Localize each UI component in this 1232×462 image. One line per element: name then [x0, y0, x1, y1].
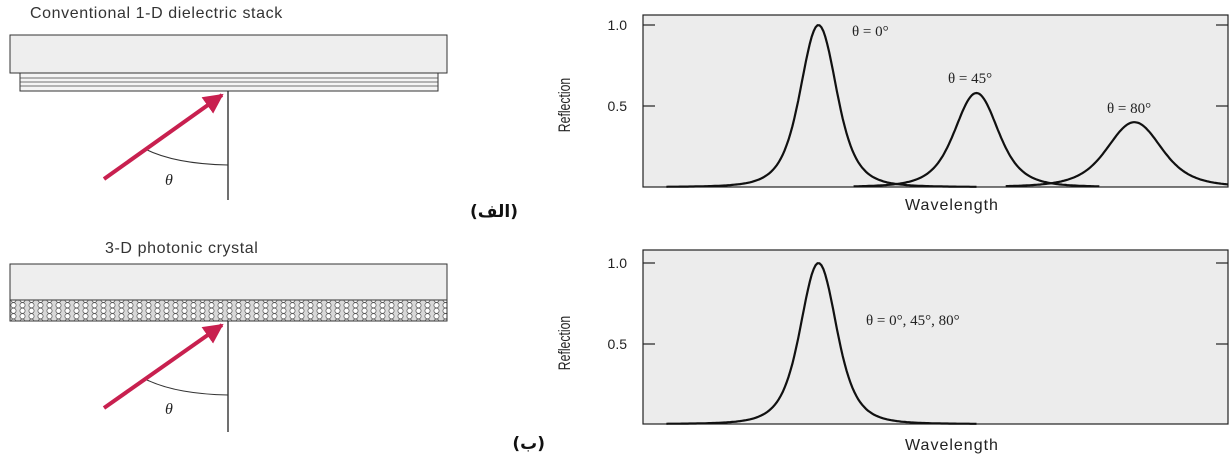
angle-arc-top — [144, 148, 229, 166]
top-title: Conventional 1-D dielectric stack — [30, 5, 283, 22]
incident-arrow-top — [102, 93, 224, 181]
annotation-theta-0: θ = 0° — [852, 24, 889, 40]
ytick-1-bottom: 1.0 — [608, 255, 628, 271]
slab-top — [9, 34, 448, 74]
ylabel-bottom: Reflection — [556, 316, 574, 370]
theta-label-bottom: θ — [165, 401, 173, 418]
annotation-theta-80: θ = 80° — [1107, 101, 1151, 117]
xlabel-top: Wavelength — [905, 197, 999, 214]
annotation-theta-45: θ = 45° — [948, 71, 992, 87]
angle-arc-bottom — [144, 378, 229, 396]
panel-label-a: (الف) — [470, 202, 518, 222]
incident-arrow-bottom — [102, 323, 224, 410]
photonic-lattice — [9, 299, 448, 322]
curve-theta-0 — [666, 24, 977, 188]
curve-theta-45 — [853, 91, 1100, 188]
plot-area-bottom — [642, 249, 1229, 425]
annotation-theta-all: θ = 0°, 45°, 80° — [866, 313, 960, 329]
curve-theta-all — [666, 262, 977, 425]
ytick-05-bottom: 0.5 — [608, 336, 628, 352]
ylabel-top: Reflection — [556, 78, 574, 132]
panel-label-b: (ب) — [512, 434, 545, 454]
ytick-1-top: 1.0 — [608, 17, 628, 33]
chart-top: 1.0 0.5 Reflection Wavelength θ = 0° θ =… — [556, 14, 1229, 214]
chart-bottom: 1.0 0.5 Reflection Wavelength θ = 0°, 45… — [556, 249, 1229, 454]
xlabel-bottom: Wavelength — [905, 437, 999, 454]
stack-diagram-top: Conventional 1-D dielectric stack θ — [9, 5, 448, 200]
bottom-title: 3-D photonic crystal — [105, 240, 258, 257]
ytick-05-top: 0.5 — [608, 98, 628, 114]
dielectric-layers — [19, 72, 439, 92]
theta-label-top: θ — [165, 172, 173, 189]
crystal-diagram-bottom: 3-D photonic crystal θ — [9, 240, 448, 432]
curve-theta-80 — [1005, 121, 1229, 188]
